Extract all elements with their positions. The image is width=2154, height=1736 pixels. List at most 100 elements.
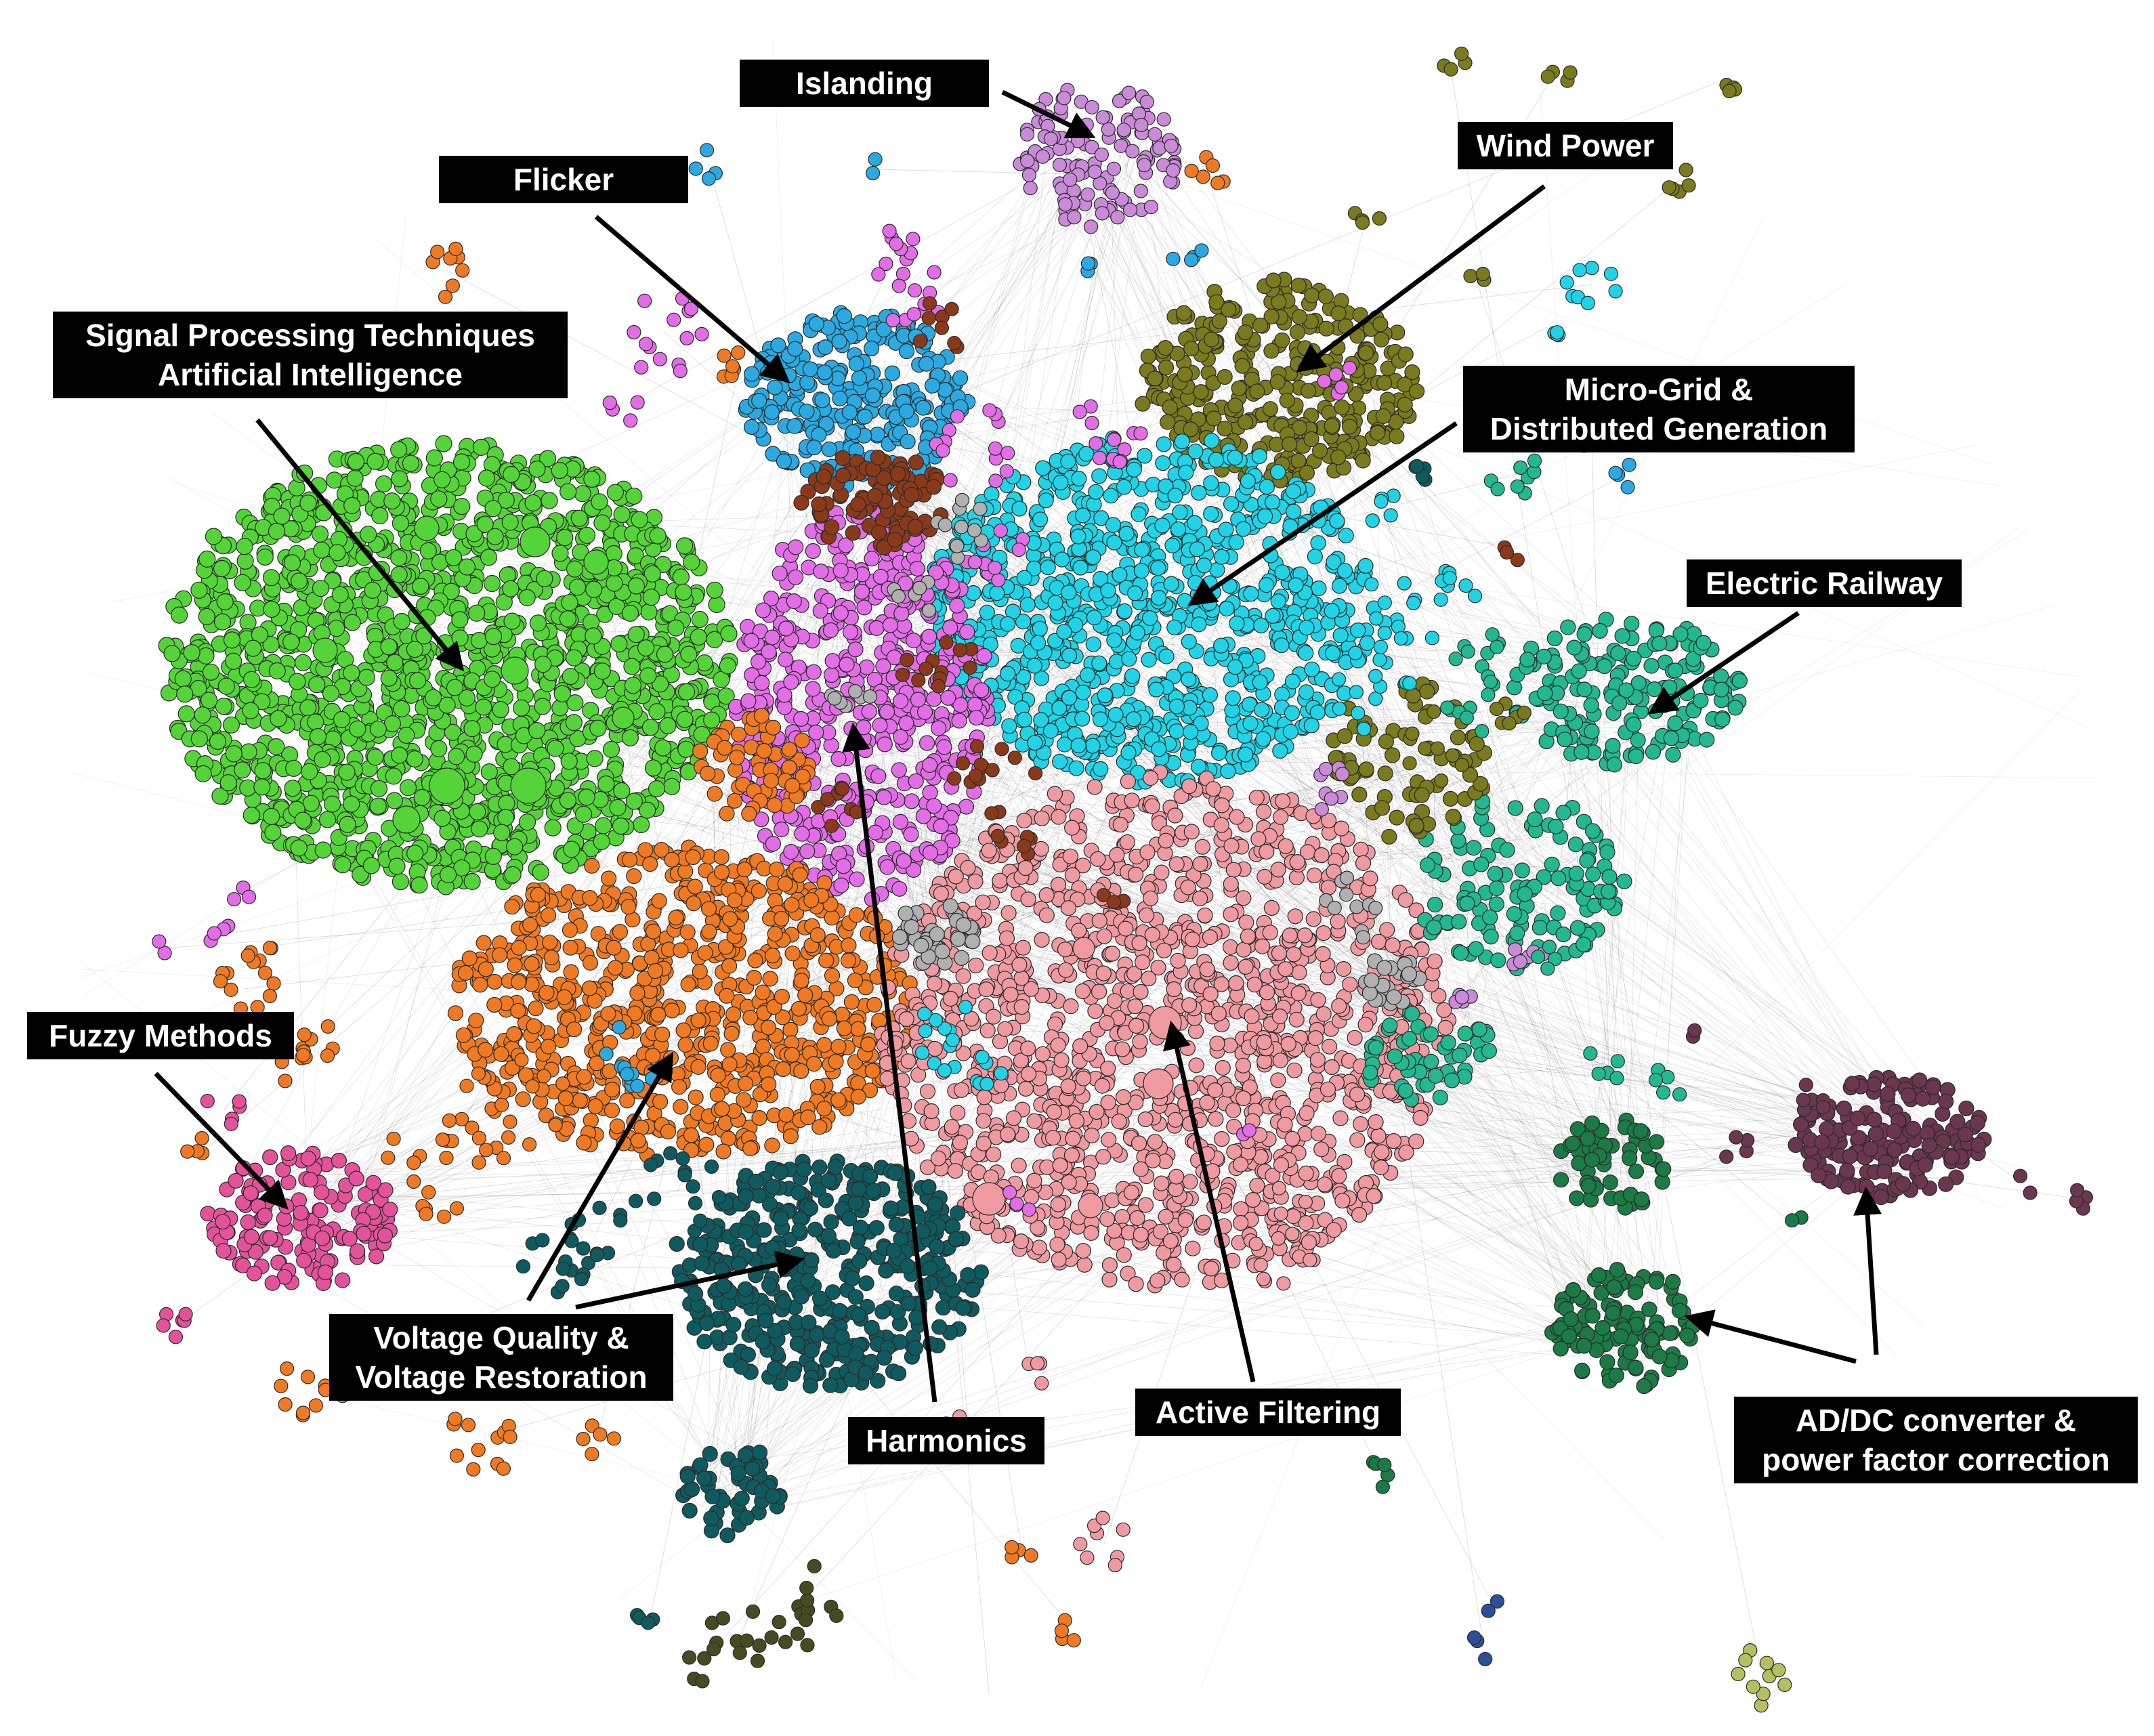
node-signal — [589, 719, 607, 737]
node-signal — [484, 847, 502, 865]
edge — [1561, 651, 1613, 1328]
node-signal — [284, 780, 301, 797]
node-flicker — [770, 337, 786, 354]
edge — [773, 911, 910, 929]
node-harmonics — [856, 599, 872, 616]
node-signal — [434, 809, 451, 827]
edge — [1672, 725, 1956, 1125]
node-microgrid — [1112, 567, 1128, 583]
node-flicker — [924, 377, 941, 394]
node-signal — [334, 856, 352, 874]
node-microgrid — [1229, 615, 1245, 632]
node-brown — [904, 486, 920, 503]
node-islanding — [1110, 210, 1125, 225]
node-wind — [1160, 414, 1176, 430]
node-signal — [177, 705, 195, 723]
node-harmonics — [783, 843, 799, 860]
node-microgrid — [1056, 624, 1072, 640]
node-microgrid — [1329, 513, 1345, 529]
node-signal — [291, 572, 308, 590]
node-signal — [369, 720, 387, 738]
node-flicker — [806, 440, 822, 456]
node-signal — [282, 633, 300, 651]
node-signal — [256, 548, 274, 566]
node-signal — [360, 526, 377, 543]
node-signal — [347, 452, 365, 471]
node-wind — [1389, 428, 1405, 444]
edge — [883, 392, 1878, 1174]
node-microgrid — [1074, 507, 1091, 524]
node-islanding — [1063, 172, 1078, 187]
node-signal — [225, 745, 242, 763]
edge — [786, 459, 1943, 1156]
node-wind — [1291, 309, 1308, 325]
node-harmonics — [787, 569, 804, 585]
node-signal — [480, 763, 498, 781]
node-harmonics — [949, 597, 965, 614]
node-brown — [845, 525, 861, 541]
node-voltage — [688, 1089, 704, 1105]
node-signal — [484, 628, 503, 645]
node-signal — [551, 699, 569, 717]
edge — [913, 858, 1589, 954]
node-microgrid — [1150, 589, 1167, 606]
edge — [904, 361, 1390, 999]
node-microgrid — [1011, 501, 1028, 517]
node-microgrid — [1288, 577, 1304, 593]
node-signal — [216, 593, 234, 611]
edge — [873, 169, 1086, 175]
node-harmonics — [870, 768, 887, 784]
node-islanding — [1021, 167, 1037, 182]
node-microgrid — [1350, 622, 1366, 639]
node-microgrid — [1331, 578, 1348, 594]
node-signal — [451, 629, 469, 647]
node-microgrid — [1001, 718, 1017, 734]
node-microgrid — [999, 616, 1016, 632]
edge — [257, 1099, 1943, 1178]
node-flicker — [841, 404, 858, 421]
node-wind — [1324, 418, 1340, 434]
node-flicker — [952, 370, 969, 386]
node-flicker — [915, 400, 931, 416]
node-signal — [434, 471, 451, 488]
edge — [1439, 929, 1584, 1036]
node-signal — [390, 441, 408, 459]
node-signal — [392, 514, 410, 532]
node-microgrid — [1242, 715, 1259, 732]
node-signal — [213, 613, 232, 631]
node-microgrid — [1125, 711, 1142, 727]
node-signal — [234, 574, 251, 591]
node-signal — [447, 748, 465, 765]
node-signal — [627, 626, 645, 643]
node-signal — [322, 685, 340, 702]
node-islanding — [1095, 206, 1110, 221]
node-flicker — [845, 424, 862, 440]
node-signal — [399, 779, 417, 797]
node-signal — [562, 667, 579, 685]
node-flicker — [836, 308, 852, 324]
node-signal — [641, 719, 660, 736]
node-islanding — [1020, 154, 1035, 169]
node-signal — [708, 595, 725, 614]
node-signal — [649, 527, 667, 545]
node-microgrid — [1208, 452, 1225, 468]
node-signal — [398, 726, 415, 744]
node-microgrid — [1120, 744, 1137, 761]
edge — [709, 780, 1613, 1325]
node-voltage — [755, 1038, 772, 1055]
edge — [593, 419, 1312, 904]
node-signal — [324, 795, 341, 813]
node-wind — [1357, 345, 1374, 361]
node-microgrid — [1204, 433, 1220, 449]
node-microgrid — [1086, 609, 1103, 626]
node-signal — [593, 514, 611, 532]
node-signal — [176, 685, 194, 703]
node-microgrid — [1324, 603, 1340, 619]
node-flicker — [763, 404, 780, 421]
node-microgrid — [1219, 600, 1235, 617]
node-harmonics — [910, 692, 927, 708]
node-wind — [1263, 343, 1280, 359]
node-signal — [547, 740, 564, 757]
edge — [305, 1391, 732, 1491]
node-signal — [706, 581, 723, 599]
